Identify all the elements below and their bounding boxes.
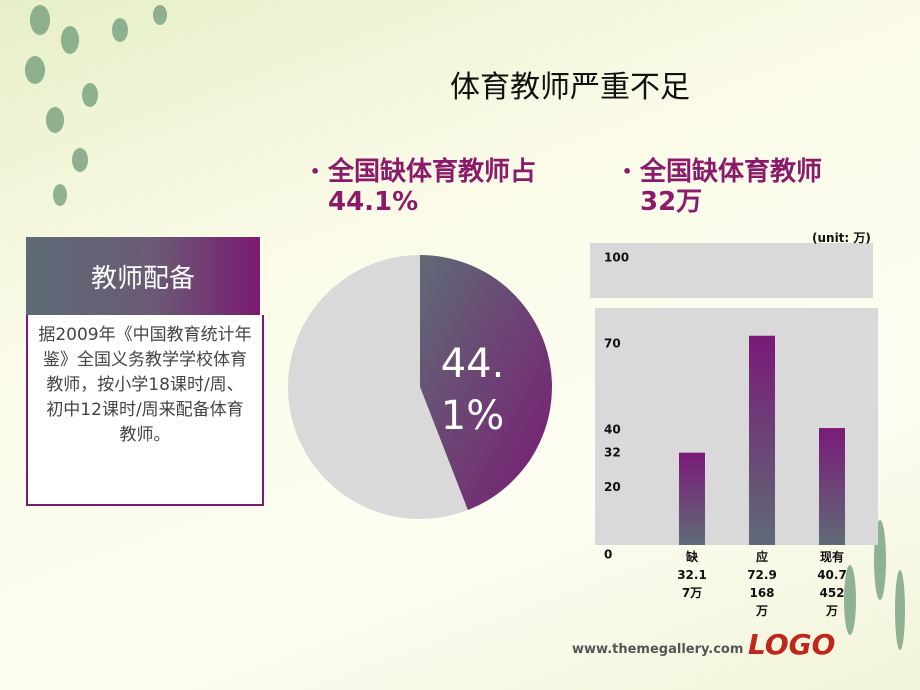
pie-chart xyxy=(288,255,552,519)
vine-decoration xyxy=(25,5,905,650)
sidebar-heading: 教师配备 xyxy=(26,237,260,315)
bar-value-label: 72.9168万 xyxy=(747,568,777,618)
x-tick-label: 应 xyxy=(755,550,768,564)
bar xyxy=(819,428,845,545)
bar xyxy=(749,335,775,545)
unit-label: (unit: 万) xyxy=(812,231,871,245)
bullet: 全国缺体育教师32万 xyxy=(622,157,850,217)
bar-chart: 0 20 32 40 70 100 xyxy=(604,251,845,562)
footer-logo: LOGO xyxy=(748,628,836,661)
bullet: 全国缺体育教师占44.1% xyxy=(310,157,538,217)
x-tick-label: 缺 xyxy=(685,550,698,564)
y-tick-label: 100 xyxy=(604,251,629,265)
sidebar-text: 据2009年《中国教育统计年鉴》全国义务教学学校体育教师，按小学18课时/周、初… xyxy=(26,315,264,506)
x-tick-label: 现有 xyxy=(819,550,844,564)
pie-slice xyxy=(420,255,552,511)
pie-slice xyxy=(288,255,468,519)
bar xyxy=(679,452,705,545)
slide-title: 体育教师严重不足 xyxy=(450,70,690,105)
y-tick-label: 32 xyxy=(604,446,621,460)
footer-url: www.themegallery.com xyxy=(572,642,744,657)
bar-value-label: 40.7452万 xyxy=(817,568,847,618)
bar-value-label: 32.17万 xyxy=(677,568,707,600)
chart-panel xyxy=(590,243,873,298)
y-tick-label: 20 xyxy=(604,480,621,494)
y-tick-label: 0 xyxy=(604,548,612,562)
y-tick-label: 70 xyxy=(604,337,621,351)
pie-value-label: 44.1% xyxy=(440,341,505,439)
y-tick-label: 40 xyxy=(604,423,621,437)
